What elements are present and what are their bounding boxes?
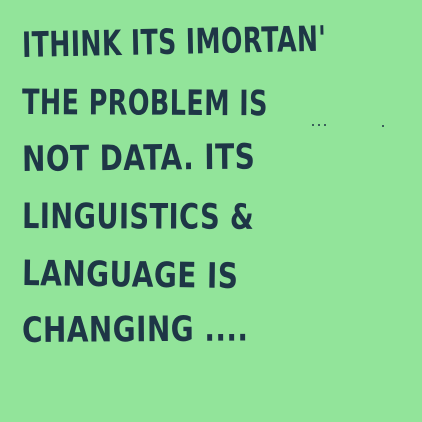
note-line-3: NOT DATA. ITS <box>21 137 256 180</box>
ink-speck <box>312 124 314 126</box>
note-line-2: THE PROBLEM IS <box>21 83 268 125</box>
note-line-4: LINGUISTICS & <box>21 197 255 238</box>
note-line-1: ITHINK ITS IMORTAN' <box>21 19 327 66</box>
ink-speck <box>318 124 320 126</box>
note-line-5: LANGUAGE IS <box>21 254 239 298</box>
note-line-6: CHANGING .... <box>21 309 249 351</box>
ink-speck <box>324 124 326 126</box>
ink-speck <box>382 125 384 127</box>
